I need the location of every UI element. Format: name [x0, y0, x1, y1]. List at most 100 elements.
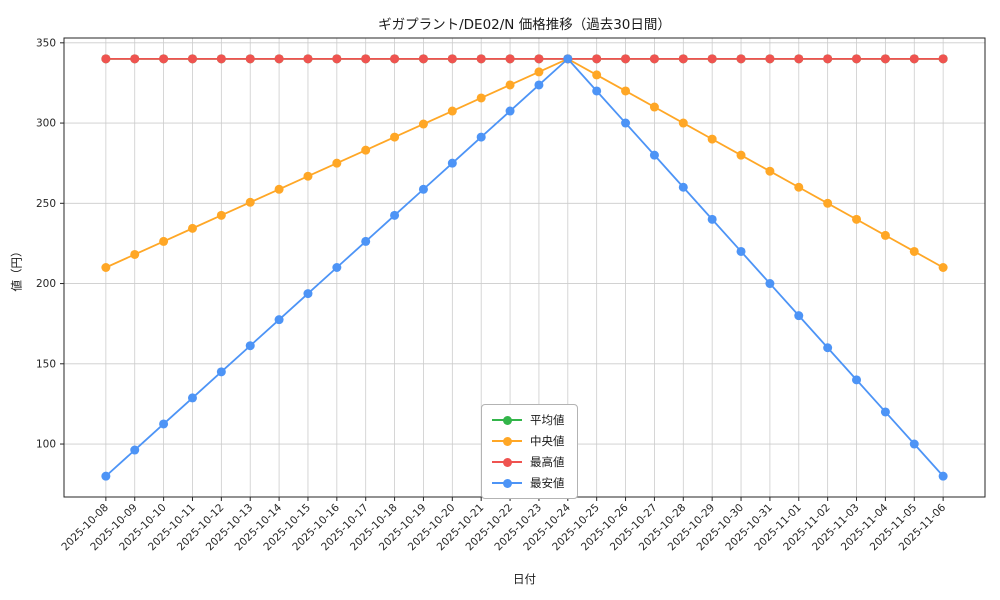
- legend-marker-min: [492, 478, 522, 488]
- data-point-min: [274, 315, 284, 325]
- data-point-max: [678, 54, 688, 64]
- data-point-median: [476, 93, 486, 103]
- data-point-median: [101, 263, 111, 272]
- legend-label-min: 最安値: [530, 476, 565, 490]
- data-point-min: [736, 246, 746, 256]
- legend: 平均値中央値最高値最安値: [481, 404, 578, 499]
- y-tick-label: 350: [36, 37, 56, 49]
- data-point-max: [274, 54, 284, 64]
- data-point-median: [418, 119, 428, 129]
- data-point-median: [649, 102, 659, 112]
- data-point-min: [447, 158, 457, 168]
- data-point-max: [649, 54, 659, 64]
- data-point-max: [216, 54, 226, 64]
- data-point-max: [447, 54, 457, 64]
- data-point-max: [765, 54, 775, 64]
- data-point-min: [621, 118, 631, 128]
- data-point-median: [678, 118, 688, 128]
- legend-label-max: 最高値: [530, 455, 565, 469]
- data-point-min: [765, 279, 775, 289]
- data-point-min: [245, 341, 255, 351]
- data-point-max: [303, 54, 313, 64]
- data-point-median: [823, 198, 833, 208]
- y-tick-label: 250: [36, 198, 56, 210]
- data-point-median: [736, 150, 746, 160]
- data-point-min: [852, 375, 862, 385]
- legend-dot-sample: [502, 478, 512, 488]
- y-tick-label: 200: [36, 278, 56, 290]
- data-point-max: [476, 54, 486, 64]
- data-point-min: [794, 311, 804, 321]
- data-point-min: [678, 182, 688, 192]
- legend-marker-max: [492, 457, 522, 467]
- data-point-min: [101, 471, 111, 481]
- data-point-max: [187, 54, 197, 64]
- y-tick-label: 300: [36, 118, 56, 130]
- data-point-median: [390, 132, 400, 142]
- data-point-min: [361, 236, 371, 246]
- y-tick-label: 100: [36, 439, 56, 451]
- legend-label-average: 平均値: [530, 413, 565, 427]
- data-point-median: [159, 236, 169, 246]
- legend-item-median: 中央値: [492, 433, 565, 449]
- chart-title: ギガプラント/DE02/N 価格推移（過去30日間）: [378, 17, 671, 33]
- data-point-min: [880, 407, 890, 417]
- data-point-median: [621, 86, 631, 96]
- data-point-max: [390, 54, 400, 64]
- data-point-median: [130, 249, 140, 259]
- data-point-median: [187, 223, 197, 233]
- data-point-min: [303, 289, 313, 299]
- data-point-max: [736, 54, 746, 64]
- data-point-max: [505, 54, 515, 64]
- data-point-max: [707, 54, 717, 64]
- data-point-max: [418, 54, 428, 64]
- data-point-max: [130, 54, 140, 64]
- data-point-min: [390, 210, 400, 220]
- data-point-max: [101, 54, 111, 64]
- data-point-max: [245, 54, 255, 64]
- data-point-median: [534, 67, 544, 77]
- data-point-median: [303, 171, 313, 181]
- data-point-median: [880, 230, 890, 240]
- data-point-max: [909, 54, 919, 64]
- legend-marker-median: [492, 436, 522, 446]
- data-point-min: [592, 86, 602, 96]
- data-point-median: [707, 134, 717, 144]
- data-point-min: [909, 439, 919, 449]
- data-point-min: [187, 393, 197, 403]
- data-point-median: [447, 106, 457, 116]
- data-point-min: [505, 106, 515, 116]
- data-point-min: [332, 263, 342, 272]
- legend-marker-average: [492, 415, 522, 425]
- data-point-max: [880, 54, 890, 64]
- data-point-min: [707, 214, 717, 224]
- legend-dot-sample: [502, 457, 512, 467]
- data-point-min: [130, 445, 140, 455]
- data-point-median: [852, 214, 862, 224]
- data-point-median: [245, 197, 255, 207]
- data-point-min: [649, 150, 659, 160]
- legend-item-average: 平均値: [492, 412, 565, 428]
- data-point-min: [938, 471, 948, 481]
- legend-item-max: 最高値: [492, 454, 565, 470]
- data-point-max: [621, 54, 631, 64]
- legend-dot-sample: [502, 415, 512, 425]
- data-point-min: [534, 80, 544, 90]
- data-point-max: [592, 54, 602, 64]
- series-line-min: [105, 57, 944, 477]
- data-point-min: [823, 343, 833, 353]
- legend-dot-sample: [502, 436, 512, 446]
- data-point-max: [852, 54, 862, 64]
- data-point-median: [274, 184, 284, 194]
- data-point-median: [361, 145, 371, 155]
- data-point-median: [592, 70, 602, 80]
- data-point-max: [938, 54, 948, 64]
- series-line-median: [105, 57, 944, 269]
- data-point-median: [765, 166, 775, 176]
- data-point-min: [159, 419, 169, 429]
- data-point-median: [332, 158, 342, 168]
- data-point-median: [216, 210, 226, 220]
- data-point-max: [534, 54, 544, 64]
